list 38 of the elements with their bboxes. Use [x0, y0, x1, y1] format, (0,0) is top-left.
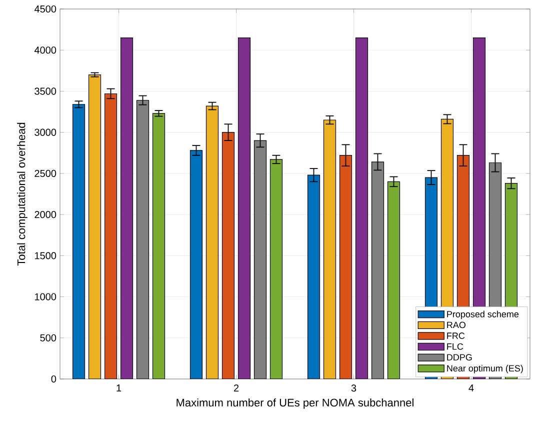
y-tick-label: 500	[40, 334, 56, 342]
x-tick-label: 1	[116, 384, 122, 392]
bar	[238, 37, 251, 379]
bar	[270, 159, 283, 379]
legend-label: Near optimum (ES)	[447, 364, 523, 374]
legend-label: FLC	[447, 343, 464, 350]
bar	[72, 104, 86, 379]
bar	[323, 120, 336, 379]
legend-label: RAO	[447, 322, 466, 328]
bar	[307, 174, 320, 379]
bar	[190, 150, 203, 379]
bar	[120, 37, 134, 379]
y-tick-label: 4500	[34, 5, 56, 13]
x-axis-title: Maximum number of UEs per NOMA subchannel	[176, 398, 414, 409]
y-axis-title: Total computational overhead	[17, 122, 28, 266]
x-tick-label: 2	[234, 384, 239, 392]
x-tick-label: 4	[468, 384, 474, 392]
x-tick-label: 3	[351, 384, 356, 392]
y-tick-label: 1000	[34, 293, 56, 300]
bar	[371, 162, 384, 379]
bar	[104, 93, 118, 379]
bar	[254, 140, 267, 379]
y-tick-label: 0	[51, 375, 56, 383]
y-tick-label: 2000	[34, 211, 56, 218]
bar	[152, 113, 166, 379]
legend-label: FRC	[447, 332, 465, 339]
bar	[88, 74, 102, 379]
legend-label: DDPG	[447, 354, 472, 361]
y-tick-label: 1500	[34, 252, 56, 260]
bar	[355, 37, 368, 379]
bar	[206, 106, 219, 379]
legend-label: Proposed scheme	[447, 310, 519, 320]
y-tick-label: 2500	[34, 170, 56, 177]
bar	[136, 100, 150, 379]
bar	[387, 181, 400, 379]
y-tick-label: 4000	[34, 46, 56, 54]
y-tick-label: 3500	[34, 88, 56, 95]
y-tick-label: 3000	[34, 128, 56, 136]
